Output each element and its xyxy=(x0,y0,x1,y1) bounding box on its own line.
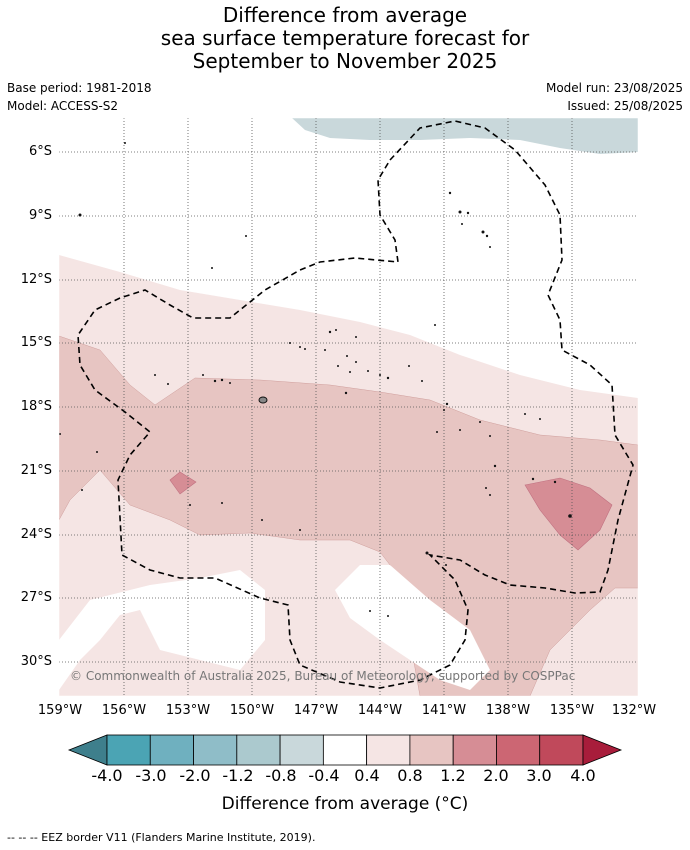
colorbar-tick-label: 0.4 xyxy=(354,766,380,785)
colorbar-tick-label: 2.0 xyxy=(483,766,509,785)
eez-border xyxy=(77,120,634,689)
colorbar-segment xyxy=(539,734,584,766)
colorbar-segment xyxy=(452,734,497,766)
lat-tick-label: 12°S xyxy=(20,272,52,287)
colorbar-title: Difference from average (°C) xyxy=(221,794,469,814)
model-text: Model: ACCESS-S2 xyxy=(7,99,119,113)
copyright-notice: © Commonwealth of Australia 2025, Bureau… xyxy=(70,669,576,683)
lat-tick-label: 30°S xyxy=(20,654,52,669)
lon-tick-label: 138°W xyxy=(485,703,531,718)
eez-legend-text: -- -- -- EEZ border V11 (Flanders Marine… xyxy=(7,831,316,844)
lat-tick-label: 27°S xyxy=(20,590,52,605)
colorbar-arrow-low xyxy=(67,734,108,766)
colorbar-segment xyxy=(106,734,151,766)
model-run-text: Model run: 23/08/2025 xyxy=(545,81,683,95)
gridlines xyxy=(59,118,638,696)
meta-left: Base period: 1981-2018 Model: ACCESS-S2 xyxy=(7,79,152,115)
lat-tick-label: 6°S xyxy=(28,144,52,159)
lat-tick-label: 24°S xyxy=(20,527,52,542)
lat-tick-label: 21°S xyxy=(20,463,52,478)
colorbar-tick-label: 1.2 xyxy=(440,766,466,785)
anomaly-band-1p2-2p0-west xyxy=(169,471,197,495)
lon-tick-label: 141°W xyxy=(421,703,467,718)
anomaly-band-1p2-2p0-east xyxy=(524,477,613,551)
chart-title-line-3: September to November 2025 xyxy=(192,49,498,73)
colorbar-tick-label: 4.0 xyxy=(570,766,596,785)
lon-tick-label: 135°W xyxy=(549,703,595,718)
colorbar-tick-label: -1.2 xyxy=(222,766,254,785)
base-period-text: Base period: 1981-2018 xyxy=(7,81,152,95)
lon-tick-label: 144°W xyxy=(357,703,403,718)
colorbar-tick-label: -0.8 xyxy=(265,766,297,785)
lon-tick-label: 159°W xyxy=(37,703,83,718)
colorbar-tick-label: 3.0 xyxy=(526,766,552,785)
anomaly-band-0p8-1p2 xyxy=(59,335,638,696)
colorbar xyxy=(67,734,623,766)
meta-right: Model run: 23/08/2025 Issued: 25/08/2025 xyxy=(546,79,683,115)
colorbar-tick-label: -0.4 xyxy=(308,766,340,785)
cool-anomaly-north-east xyxy=(292,118,638,154)
colorbar-segment xyxy=(236,734,281,766)
colorbar-tick-label: -3.0 xyxy=(135,766,167,785)
lat-tick-label: 18°S xyxy=(20,399,52,414)
chart-title-line-2: sea surface temperature forecast for xyxy=(160,26,530,50)
colorbar-segment xyxy=(149,734,194,766)
tahiti-island xyxy=(258,396,268,404)
lat-tick-label: 15°S xyxy=(20,335,52,350)
map-frame xyxy=(58,117,639,697)
issued-text: Issued: 25/08/2025 xyxy=(567,99,683,113)
lon-tick-label: 150°W xyxy=(229,703,275,718)
colorbar-tick-label: -4.0 xyxy=(91,766,123,785)
colorbar-segment xyxy=(409,734,454,766)
colorbar-segment xyxy=(322,734,368,766)
colorbar-arrow-high xyxy=(582,734,623,766)
colorbar-tick-label: -2.0 xyxy=(179,766,211,785)
chart-title-line-1: Difference from average xyxy=(222,3,468,27)
colorbar-segment xyxy=(366,734,411,766)
islands xyxy=(59,142,572,617)
colorbar-tick-label: 0.8 xyxy=(397,766,423,785)
neutral-region-south-west xyxy=(59,570,265,690)
lon-tick-label: 132°W xyxy=(611,703,657,718)
colorbar-segment xyxy=(193,734,238,766)
lon-tick-label: 147°W xyxy=(293,703,339,718)
lat-tick-label: 9°S xyxy=(28,208,52,223)
lon-tick-label: 153°W xyxy=(165,703,211,718)
colorbar-segment xyxy=(279,734,324,766)
lon-tick-label: 156°W xyxy=(101,703,147,718)
neutral-region-south xyxy=(335,565,490,690)
colorbar-segment xyxy=(496,734,541,766)
